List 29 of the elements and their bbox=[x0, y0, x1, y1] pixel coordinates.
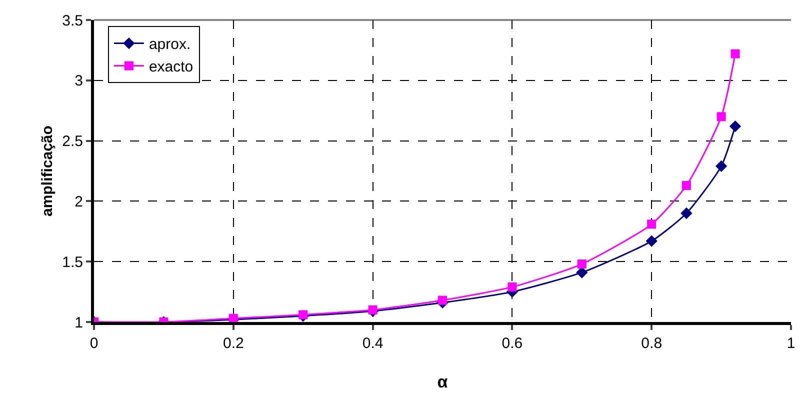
x-tick-label: 0.4 bbox=[362, 335, 384, 352]
y-tick-label: 1 bbox=[74, 314, 83, 332]
x-tick-label: 1 bbox=[786, 335, 796, 352]
y-tick-label: 1.5 bbox=[62, 254, 83, 271]
y-tick-label: 3.5 bbox=[62, 12, 83, 30]
point bbox=[682, 181, 691, 190]
legend-label: aprox. bbox=[148, 36, 191, 54]
point bbox=[646, 235, 658, 247]
point bbox=[577, 260, 586, 269]
y-tick-label: 3 bbox=[74, 72, 83, 90]
x-axis-title: α bbox=[437, 372, 448, 392]
y-axis-title: amplificação bbox=[39, 126, 56, 216]
point bbox=[298, 310, 308, 320]
point bbox=[730, 49, 740, 58]
x-tick-label: 0 bbox=[90, 335, 98, 352]
point bbox=[680, 207, 692, 220]
point bbox=[508, 282, 517, 292]
point bbox=[438, 296, 447, 305]
x-tick-label: 0.8 bbox=[641, 335, 662, 352]
x-tick-label: 0.2 bbox=[222, 335, 244, 352]
point bbox=[715, 160, 728, 172]
point bbox=[729, 120, 742, 132]
legend-label: exacto bbox=[148, 58, 194, 76]
x-tick-label: 0.6 bbox=[502, 335, 523, 352]
y-tick-label: 2 bbox=[74, 193, 83, 210]
point bbox=[368, 305, 378, 314]
point bbox=[716, 112, 726, 122]
y-tick-label: 2.5 bbox=[62, 133, 83, 150]
point bbox=[647, 220, 656, 229]
